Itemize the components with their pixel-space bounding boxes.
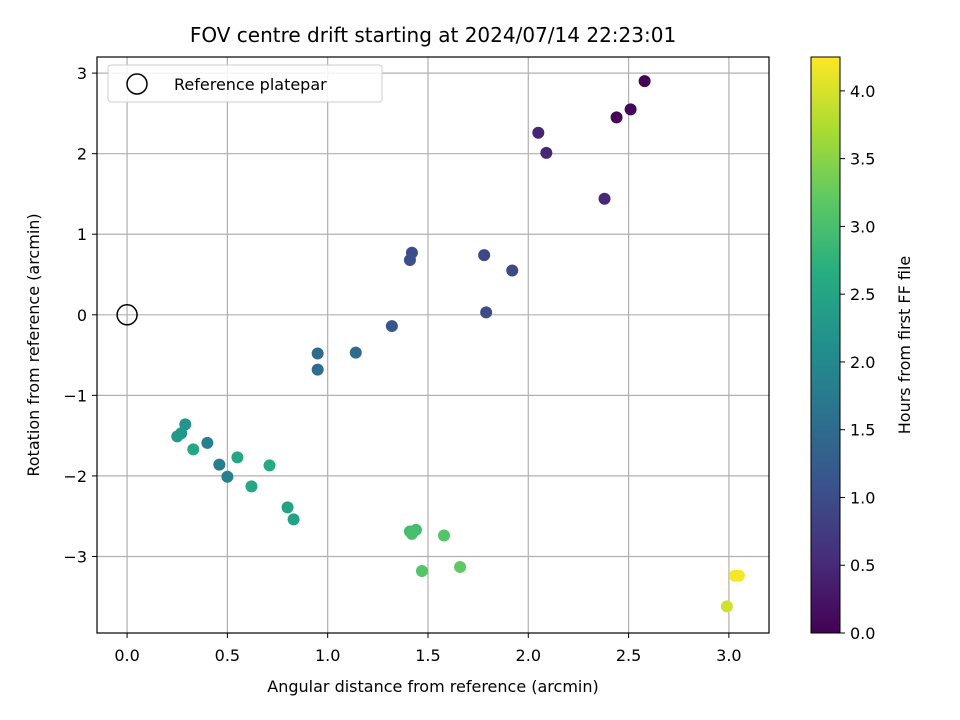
y-tick-label: −1 [63, 386, 87, 405]
scatter-point [201, 436, 214, 449]
scatter-point [610, 111, 623, 124]
scatter-point [454, 560, 467, 573]
y-tick-label: −3 [63, 547, 87, 566]
scatter-point [624, 103, 637, 116]
scatter-point [415, 564, 428, 577]
scatter-point [403, 254, 416, 267]
data-points [171, 75, 745, 613]
scatter-point [187, 443, 200, 456]
scatter-point [349, 346, 362, 359]
colorbar-tick-label: 2.5 [850, 285, 875, 304]
scatter-point [405, 527, 418, 540]
scatter-point [598, 192, 611, 205]
scatter-point [638, 75, 651, 88]
colorbar-tick-label: 0.0 [850, 624, 875, 643]
y-tick-label: 0 [77, 306, 87, 325]
x-tick-label: 0.5 [215, 646, 240, 665]
scatter-point [438, 529, 451, 542]
x-tick-label: 2.5 [616, 646, 641, 665]
scatter-point [480, 306, 493, 319]
colorbar-tick-label: 3.0 [850, 217, 875, 236]
scatter-point [221, 470, 234, 483]
colorbar-tick-label: 1.0 [850, 488, 875, 507]
reference-layer [116, 304, 138, 326]
reference-platepar-marker [116, 304, 138, 326]
colorbar-tick-label: 3.5 [850, 150, 875, 169]
chart-title: FOV centre drift starting at 2024/07/14 … [190, 23, 676, 47]
x-axis-ticks: 0.0 0.5 1.0 1.5 2.0 2.5 3.0 [114, 633, 742, 665]
scatter-point [720, 600, 733, 613]
scatter-point [281, 501, 294, 514]
scatter-point [245, 480, 258, 493]
colorbar-tick-label: 2.0 [850, 353, 875, 372]
scatter-point [385, 320, 398, 333]
legend: Reference platepar [107, 64, 383, 103]
y-tick-label: 1 [77, 225, 87, 244]
x-tick-label: 1.0 [315, 646, 340, 665]
x-axis-label: Angular distance from reference (arcmin) [267, 677, 598, 696]
y-tick-label: 3 [77, 64, 87, 83]
scatter-point [311, 363, 324, 376]
colorbar-label: Hours from first FF file [895, 256, 914, 435]
x-tick-label: 1.5 [415, 646, 440, 665]
scatter-point [732, 569, 745, 582]
colorbar-ticks: 0.0 0.5 1.0 1.5 2.0 2.5 3.0 3.5 4.0 [840, 82, 875, 643]
y-axis-label: Rotation from reference (arcmin) [24, 213, 43, 476]
x-tick-label: 2.0 [516, 646, 541, 665]
scatter-point [263, 459, 276, 472]
grid-lines [97, 57, 769, 633]
y-tick-label: 2 [77, 145, 87, 164]
y-tick-label: −2 [63, 467, 87, 486]
scatter-point [231, 451, 244, 464]
colorbar-tick-label: 0.5 [850, 556, 875, 575]
scatter-point [171, 430, 184, 443]
scatter-point [532, 126, 545, 139]
plot-frame [96, 56, 770, 634]
scatter-point [506, 264, 519, 277]
scatter-point [540, 146, 553, 159]
y-axis-ticks: −3 −2 −1 0 1 2 3 [63, 64, 97, 566]
x-tick-label: 3.0 [716, 646, 741, 665]
legend-marker-reference [126, 73, 148, 95]
legend-label-reference: Reference platepar [174, 75, 327, 94]
colorbar-tick-label: 1.5 [850, 421, 875, 440]
scatter-point [287, 513, 300, 526]
scatter-point [478, 249, 491, 262]
scatter-point [213, 458, 226, 471]
colorbar-tick-label: 4.0 [850, 82, 875, 101]
legend-box [107, 64, 383, 103]
x-tick-label: 0.0 [114, 646, 139, 665]
scatter-point [311, 347, 324, 360]
colorbar [810, 56, 841, 634]
